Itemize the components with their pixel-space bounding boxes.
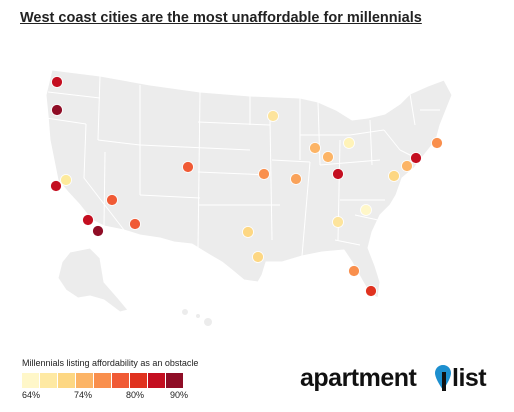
legend-color-scale (22, 373, 212, 388)
apartment-list-logo: apartment list (300, 362, 510, 402)
legend-swatch (22, 373, 39, 388)
legend-swatch (94, 373, 111, 388)
legend-swatch (130, 373, 147, 388)
hawaii-island (181, 308, 189, 316)
city-marker-portland (51, 104, 63, 116)
hawaii-island (195, 313, 201, 319)
city-marker-philadelphia (401, 160, 413, 172)
hawaii-island (203, 317, 213, 327)
city-marker-indianapolis (322, 151, 334, 163)
city-marker-miami (365, 285, 377, 297)
legend-tick-label: 90% (170, 390, 189, 400)
legend-swatch (40, 373, 57, 388)
city-marker-las-vegas (106, 194, 118, 206)
map-pin-icon (435, 365, 451, 391)
legend-swatch (166, 373, 183, 388)
alaska (57, 247, 129, 313)
city-marker-san-diego (92, 225, 104, 237)
logo-text-list: list (452, 364, 487, 392)
city-marker-st-louis (290, 173, 302, 185)
city-marker-atlanta (332, 216, 344, 228)
city-marker-denver (182, 161, 194, 173)
legend-swatch (76, 373, 93, 388)
logo-text-apartment: apartment (300, 364, 417, 392)
city-marker-detroit (343, 137, 355, 149)
us-map (45, 69, 453, 327)
legend-title: Millennials listing affordability as an … (22, 358, 199, 368)
city-marker-columbus (332, 168, 344, 180)
city-marker-los-angeles (82, 214, 94, 226)
legend-swatch (148, 373, 165, 388)
city-marker-newark (410, 152, 422, 164)
city-marker-phoenix (129, 218, 141, 230)
legend: Millennials listing affordability as an … (22, 358, 212, 404)
legend-tick-label: 74% (74, 390, 93, 400)
city-marker-boston (431, 137, 443, 149)
city-marker-sacramento (60, 174, 72, 186)
city-marker-chicago (309, 142, 321, 154)
city-marker-kansas-city (258, 168, 270, 180)
city-marker-pittsburgh (388, 170, 400, 182)
city-marker-dallas (242, 226, 254, 238)
legend-tick-label: 80% (126, 390, 145, 400)
page-title: West coast cities are the most unafforda… (20, 10, 422, 26)
legend-swatch (112, 373, 129, 388)
city-marker-charlotte (360, 204, 372, 216)
city-marker-san-francisco (50, 180, 62, 192)
city-marker-minneapolis (267, 110, 279, 122)
city-marker-houston (252, 251, 264, 263)
legend-tick-label: 64% (22, 390, 41, 400)
city-marker-orlando (348, 265, 360, 277)
us-mainland (45, 69, 453, 299)
city-marker-seattle (51, 76, 63, 88)
legend-swatch (58, 373, 75, 388)
legend-ticks: 64% 74% 80% 90% (22, 390, 212, 404)
